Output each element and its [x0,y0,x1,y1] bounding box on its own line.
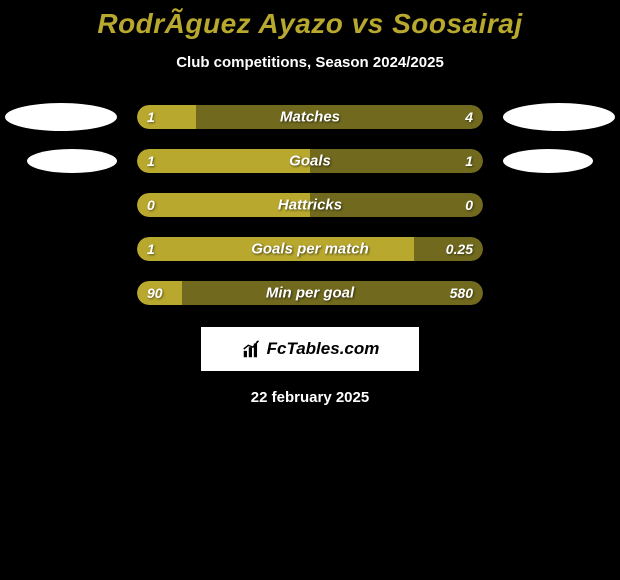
stat-label: Min per goal [266,285,354,302]
left-spacer [5,191,117,219]
right-spacer [503,191,615,219]
comparison-row: 1 1 Goals [0,147,620,175]
stat-bar: 1 0.25 Goals per match [137,237,483,261]
stat-label: Hattricks [278,197,342,214]
left-marker [27,149,117,173]
comparison-row: 1 4 Matches [0,103,620,131]
date-text: 22 february 2025 [0,389,620,406]
left-value: 1 [147,109,155,125]
left-value: 1 [147,153,155,169]
comparison-row: 0 0 Hattricks [0,191,620,219]
bar-right-fill [310,149,483,173]
stat-label: Goals per match [251,241,369,258]
right-marker [503,149,593,173]
comparison-rows: 1 4 Matches 1 1 Goals 0 0 Hattricks 1 0.25 Goals pe… [0,103,620,307]
brand-badge: FcTables.com [201,327,419,371]
stat-bar: 90 580 Min per goal [137,281,483,305]
right-value: 0 [465,197,473,213]
right-spacer [503,235,615,263]
brand-text: FcTables.com [267,339,380,359]
chart-container: RodrÃ­guez Ayazo vs Soosairaj Club compe… [0,0,620,406]
right-marker [503,103,615,131]
right-value: 580 [450,285,473,301]
left-spacer [5,279,117,307]
stat-label: Goals [289,153,331,170]
left-value: 90 [147,285,163,301]
stat-bar: 1 4 Matches [137,105,483,129]
right-value: 0.25 [446,241,473,257]
right-spacer [503,279,615,307]
comparison-row: 90 580 Min per goal [0,279,620,307]
left-marker [5,103,117,131]
stat-bar: 0 0 Hattricks [137,193,483,217]
left-spacer [5,235,117,263]
page-title: RodrÃ­guez Ayazo vs Soosairaj [0,8,620,40]
stat-label: Matches [280,109,340,126]
subtitle: Club competitions, Season 2024/2025 [0,54,620,71]
right-value: 4 [465,109,473,125]
stat-bar: 1 1 Goals [137,149,483,173]
left-value: 1 [147,241,155,257]
brand-chart-icon [241,338,263,360]
left-value: 0 [147,197,155,213]
comparison-row: 1 0.25 Goals per match [0,235,620,263]
bar-left-fill [137,105,196,129]
bar-left-fill [137,149,310,173]
right-value: 1 [465,153,473,169]
